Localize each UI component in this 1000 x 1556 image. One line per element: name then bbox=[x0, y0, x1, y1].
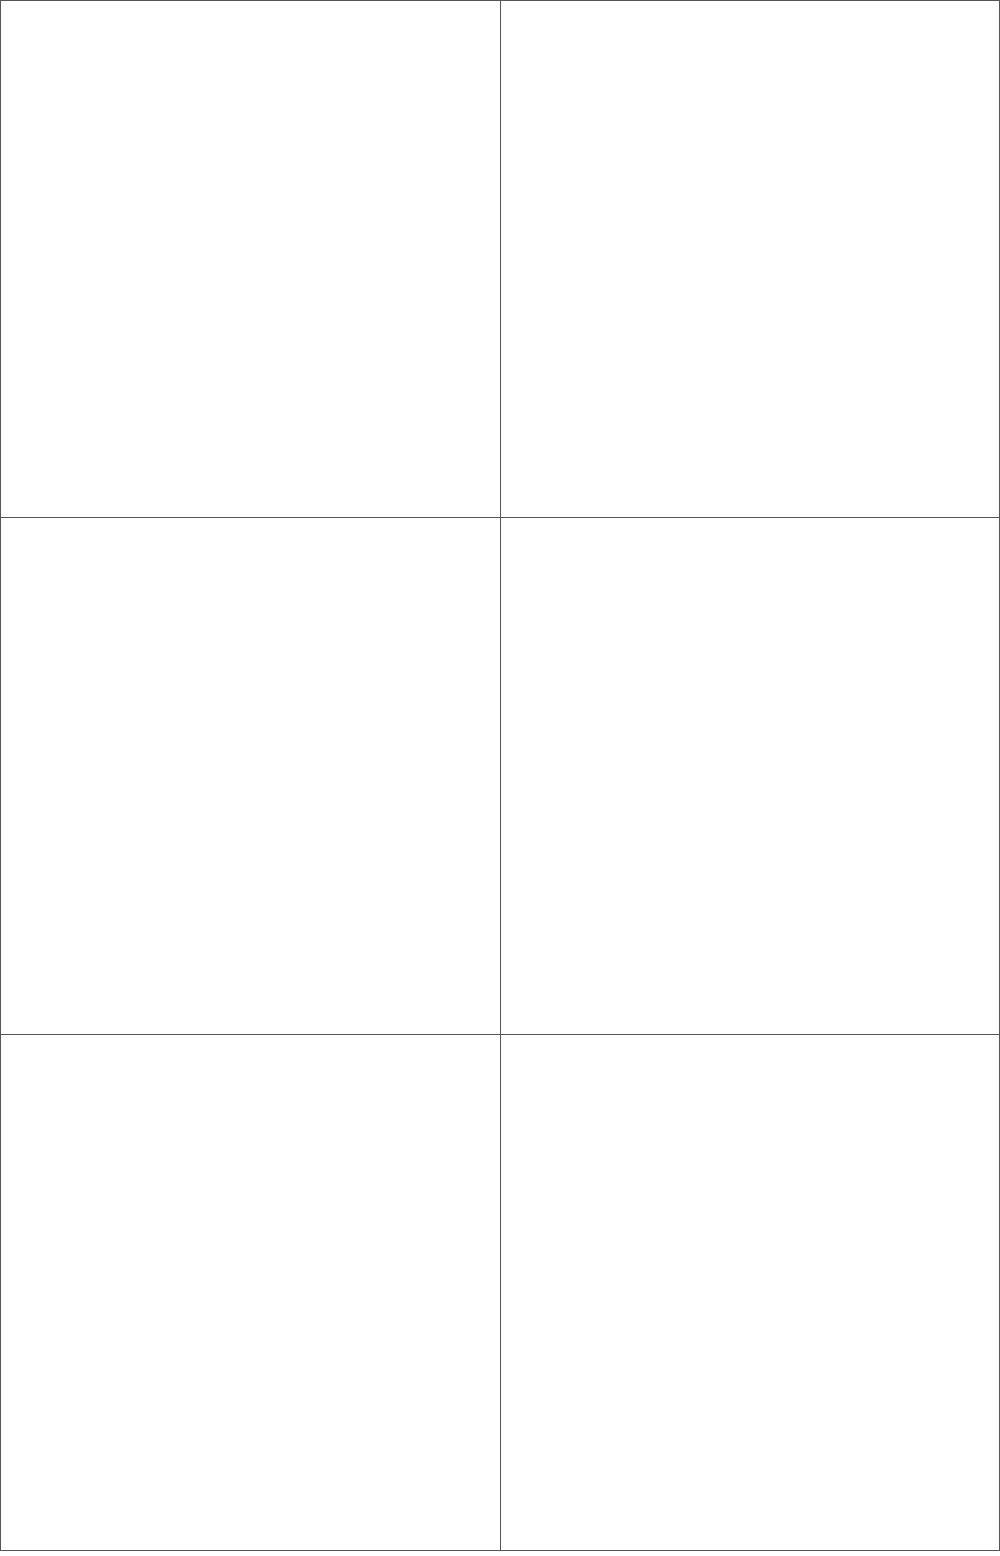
cell-plot-1 bbox=[0, 0, 501, 518]
cell-plot-3 bbox=[0, 1034, 501, 1551]
cell-bloch-3 bbox=[500, 1034, 1000, 1551]
cell-bloch-1 bbox=[500, 0, 1000, 518]
cell-plot-2 bbox=[0, 517, 501, 1035]
cell-bloch-2 bbox=[500, 517, 1000, 1035]
